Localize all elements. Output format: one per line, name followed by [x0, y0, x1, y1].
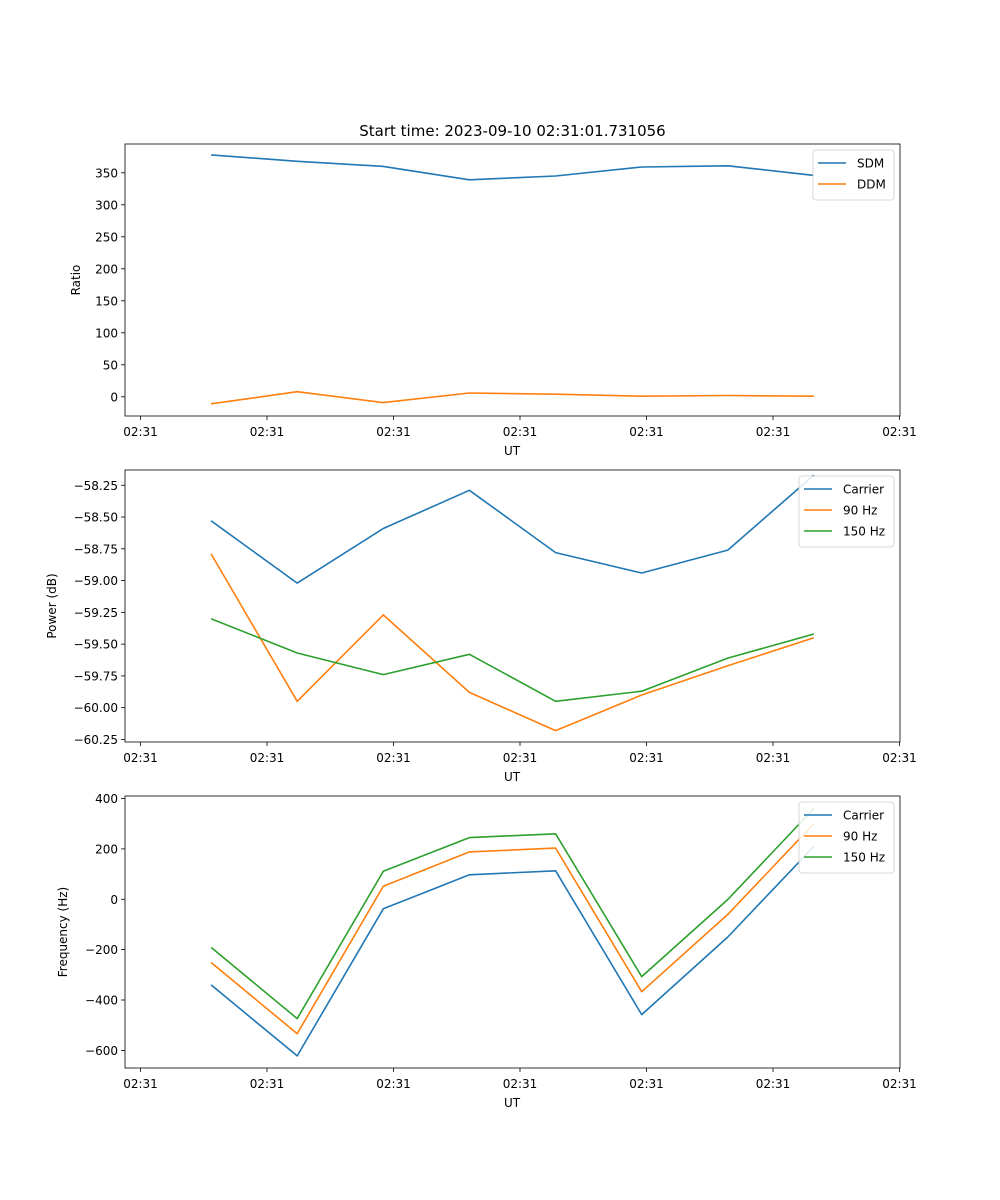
panel-2: 02:31 02:31 02:31 02:31 02:31 02:31 02:31 −60.2…	[45, 469, 917, 784]
y-tick-label: 100	[95, 326, 118, 340]
y-tick-label: −58.75	[74, 542, 118, 556]
x-tick-label: 02:31	[503, 1077, 538, 1091]
x-tick-label: 02:31	[250, 751, 285, 765]
legend-label: SDM	[857, 157, 884, 171]
y-tick-label: −58.50	[74, 511, 118, 525]
axes-frame	[124, 795, 901, 1069]
x-tick-label: 02:31	[376, 1077, 411, 1091]
x-axis-label: UT	[504, 444, 521, 458]
legend-label: 90 Hz	[843, 830, 877, 844]
x-tick-label: 02:31	[123, 751, 158, 765]
y-tick-label: −60.00	[74, 701, 118, 715]
y-tick-label: −400	[85, 994, 118, 1008]
series-line-90-hz	[210, 553, 815, 732]
x-tick-label: 02:31	[882, 425, 917, 439]
x-tick-label: 02:31	[882, 1077, 917, 1091]
y-tick-label: 200	[95, 262, 118, 276]
legend-label: 150 Hz	[843, 525, 885, 539]
x-tick-label: 02:31	[123, 1077, 158, 1091]
x-tick-label: 02:31	[629, 1077, 664, 1091]
y-tick-label: 200	[95, 842, 118, 856]
x-tick-label: 02:31	[376, 751, 411, 765]
legend: Carrier 90 Hz 150 Hz	[798, 801, 895, 874]
figure-title: Start time: 2023-09-10 02:31:01.731056	[359, 122, 665, 140]
y-tick-label: 0	[110, 390, 118, 404]
y-tick-label: −59.00	[74, 574, 118, 588]
series-line-150-hz	[210, 617, 815, 703]
series-line-carrier	[210, 474, 815, 584]
legend-box	[798, 801, 895, 874]
legend-box	[798, 475, 895, 548]
legend-label: 90 Hz	[843, 504, 877, 518]
x-tick-label: 02:31	[756, 751, 791, 765]
legend-label: DDM	[857, 178, 886, 192]
y-axis-label: Ratio	[69, 265, 83, 296]
x-tick-label: 02:31	[756, 425, 791, 439]
y-tick-label: −59.25	[74, 606, 118, 620]
y-tick-label: 0	[110, 893, 118, 907]
axes-frame	[124, 469, 901, 743]
panel-1: 02:31 02:31 02:31 02:31 02:31 02:31 02:31 0 50 10…	[69, 143, 917, 458]
panels: 02:31 02:31 02:31 02:31 02:31 02:31 02:31 0 50 10…	[45, 143, 917, 1110]
x-tick-label: 02:31	[629, 425, 664, 439]
y-tick-label: −58.25	[74, 479, 118, 493]
x-tick-label: 02:31	[123, 425, 158, 439]
series-line-ddm	[210, 390, 814, 405]
legend-label: Carrier	[843, 483, 884, 497]
legend: Carrier 90 Hz 150 Hz	[798, 475, 895, 548]
x-axis-label: UT	[504, 1096, 521, 1110]
y-tick-label: −60.25	[74, 733, 118, 747]
series-line-150-hz	[210, 808, 815, 1020]
y-axis-label: Power (dB)	[45, 573, 59, 638]
y-tick-label: 350	[95, 166, 118, 180]
x-tick-label: 02:31	[250, 425, 285, 439]
x-tick-label: 02:31	[250, 1077, 285, 1091]
x-tick-label: 02:31	[503, 425, 538, 439]
y-tick-label: 150	[95, 294, 118, 308]
series-line-90-hz	[210, 823, 815, 1035]
y-tick-label: −600	[85, 1044, 118, 1058]
y-tick-label: 300	[95, 198, 118, 212]
y-tick-label: −59.75	[74, 669, 118, 683]
axes-frame	[124, 143, 901, 417]
series-line-sdm	[211, 154, 814, 181]
legend: SDM DDM	[812, 149, 895, 201]
y-tick-label: −59.50	[74, 638, 118, 652]
series-line-carrier	[210, 845, 815, 1057]
x-tick-label: 02:31	[503, 751, 538, 765]
y-tick-label: −200	[85, 943, 118, 957]
y-tick-label: 50	[103, 358, 118, 372]
y-axis-label: Frequency (Hz)	[56, 887, 70, 978]
y-tick-label: 250	[95, 230, 118, 244]
x-tick-label: 02:31	[882, 751, 917, 765]
y-tick-label: 400	[95, 792, 118, 806]
x-tick-label: 02:31	[376, 425, 411, 439]
legend-label: Carrier	[843, 809, 884, 823]
panel-3: 02:31 02:31 02:31 02:31 02:31 02:31 02:31 −600 −…	[56, 792, 917, 1110]
x-axis-label: UT	[504, 770, 521, 784]
legend-label: 150 Hz	[843, 851, 885, 865]
x-tick-label: 02:31	[756, 1077, 791, 1091]
x-tick-label: 02:31	[629, 751, 664, 765]
